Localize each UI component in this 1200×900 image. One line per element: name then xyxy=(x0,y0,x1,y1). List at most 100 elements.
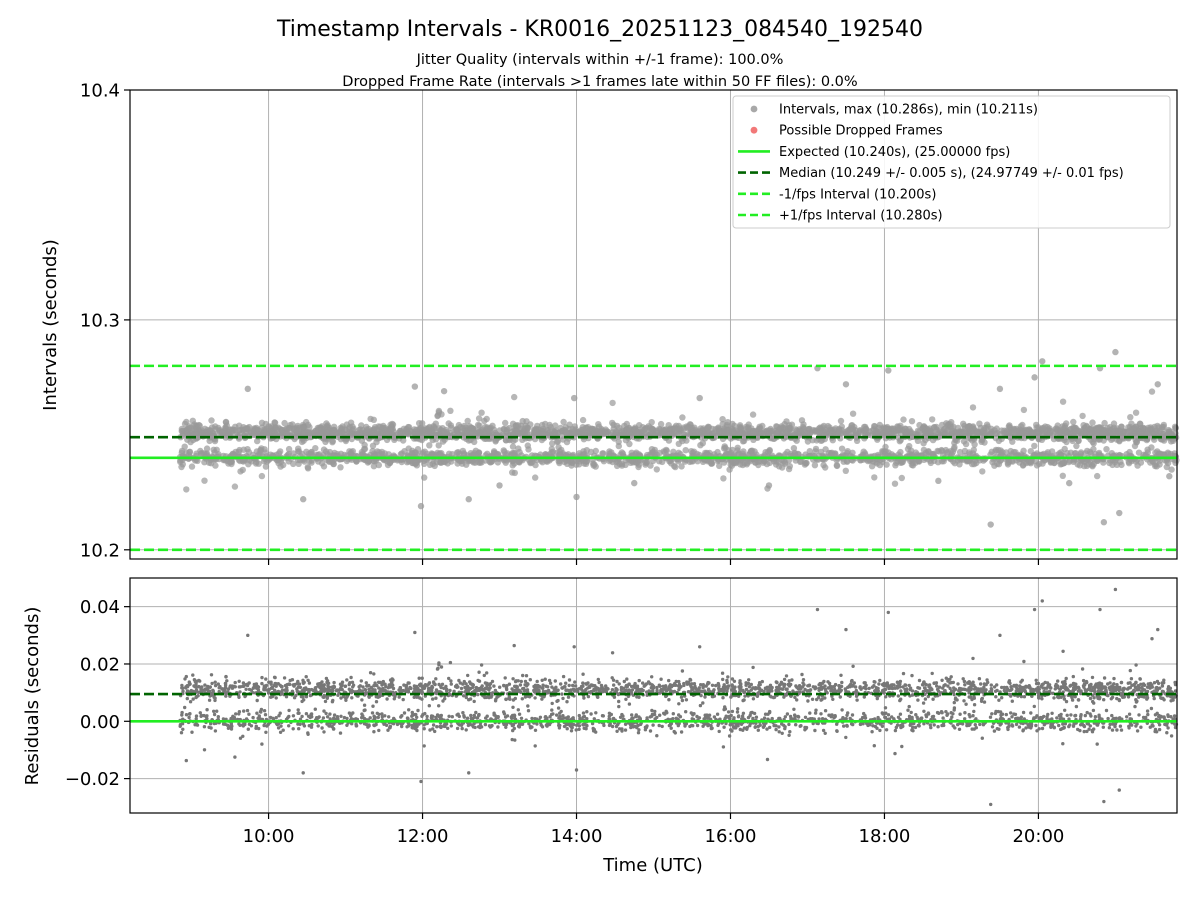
residual-point xyxy=(840,680,844,685)
residual-point xyxy=(994,695,998,699)
interval-point xyxy=(186,424,194,432)
interval-point xyxy=(475,415,483,422)
residual-point xyxy=(422,744,426,748)
interval-point xyxy=(1160,421,1168,429)
residual-point xyxy=(291,727,295,731)
interval-point xyxy=(483,415,490,423)
residual-point xyxy=(282,676,287,680)
interval-point xyxy=(318,427,325,434)
residual-point xyxy=(477,670,481,674)
residual-point xyxy=(594,711,598,715)
interval-point xyxy=(369,447,376,455)
interval-point xyxy=(579,416,587,424)
residual-point xyxy=(1134,724,1138,728)
interval-point xyxy=(622,461,629,469)
legend-entry-label: Median (10.249 +/- 0.005 s), (24.97749 +… xyxy=(779,166,1124,181)
interval-point xyxy=(1103,446,1110,453)
interval-point xyxy=(1151,430,1158,437)
interval-point xyxy=(285,458,292,465)
legend: Intervals, max (10.286s), min (10.211s)P… xyxy=(732,95,1171,229)
interval-point xyxy=(979,468,986,475)
interval-outlier-point xyxy=(440,387,448,395)
residual-point xyxy=(1005,685,1009,690)
residual-point xyxy=(952,700,956,705)
interval-point xyxy=(895,423,902,431)
interval-point xyxy=(720,475,727,482)
interval-point xyxy=(995,437,1003,445)
interval-point xyxy=(525,446,532,453)
interval-point xyxy=(811,462,819,469)
interval-outlier-point xyxy=(885,367,892,374)
interval-point xyxy=(933,423,940,431)
residual-point xyxy=(518,683,523,687)
residual-point xyxy=(637,678,641,683)
interval-point xyxy=(904,445,912,453)
interval-point xyxy=(929,416,936,423)
interval-point xyxy=(423,450,431,458)
interval-point xyxy=(448,458,455,465)
interval-point xyxy=(828,427,836,434)
residual-point xyxy=(922,709,926,713)
residual-point xyxy=(1088,696,1093,701)
interval-point xyxy=(960,438,968,445)
interval-outlier-point xyxy=(573,493,580,501)
interval-point xyxy=(843,449,851,457)
interval-point xyxy=(784,448,791,456)
interval-point xyxy=(312,427,319,435)
interval-point xyxy=(626,440,633,448)
interval-point xyxy=(370,416,377,423)
residual-point xyxy=(909,710,913,715)
interval-point xyxy=(453,449,461,456)
interval-point xyxy=(187,438,194,446)
interval-point xyxy=(643,424,650,432)
interval-point xyxy=(925,426,933,434)
legend-entry-label: -1/fps Interval (10.200s) xyxy=(779,187,936,202)
interval-point xyxy=(606,450,613,457)
interval-point xyxy=(1020,406,1028,414)
interval-point xyxy=(445,420,452,427)
interval-point xyxy=(948,430,955,437)
interval-point xyxy=(849,410,857,417)
residual-point xyxy=(372,730,376,734)
residual-point xyxy=(380,712,384,716)
interval-outlier-point xyxy=(631,479,638,487)
residual-point xyxy=(1157,727,1162,732)
interval-point xyxy=(421,474,428,481)
residual-point xyxy=(622,679,626,684)
interval-point xyxy=(1060,425,1067,432)
interval-point xyxy=(1164,459,1172,467)
interval-point xyxy=(183,418,190,426)
interval-point xyxy=(599,450,606,457)
residual-point xyxy=(1104,708,1109,713)
interval-point xyxy=(398,450,405,457)
interval-point xyxy=(876,461,884,469)
interval-point xyxy=(555,444,562,451)
interval-point xyxy=(211,437,219,445)
residual-point xyxy=(831,697,835,701)
interval-point xyxy=(1148,388,1156,395)
residual-point xyxy=(179,731,184,735)
interval-point xyxy=(281,419,288,427)
residual-point xyxy=(435,725,439,729)
interval-point xyxy=(1127,414,1134,421)
residual-point xyxy=(345,678,349,682)
interval-point xyxy=(203,445,211,452)
interval-point xyxy=(337,427,344,435)
interval-point xyxy=(1020,447,1027,454)
interval-point xyxy=(212,462,219,469)
residual-point xyxy=(971,714,975,718)
interval-point xyxy=(428,428,435,436)
interval-point xyxy=(592,429,599,436)
residual-point xyxy=(374,700,379,704)
interval-outlier-point xyxy=(1166,473,1173,480)
residual-point xyxy=(787,733,791,737)
residual-point xyxy=(684,698,689,702)
interval-point xyxy=(361,446,368,453)
residual-point xyxy=(710,683,715,687)
residual-point xyxy=(524,674,529,678)
residual-point xyxy=(291,714,296,718)
interval-point xyxy=(476,422,483,429)
residual-point xyxy=(202,748,207,752)
interval-point xyxy=(1070,418,1077,426)
interval-point xyxy=(723,450,730,457)
